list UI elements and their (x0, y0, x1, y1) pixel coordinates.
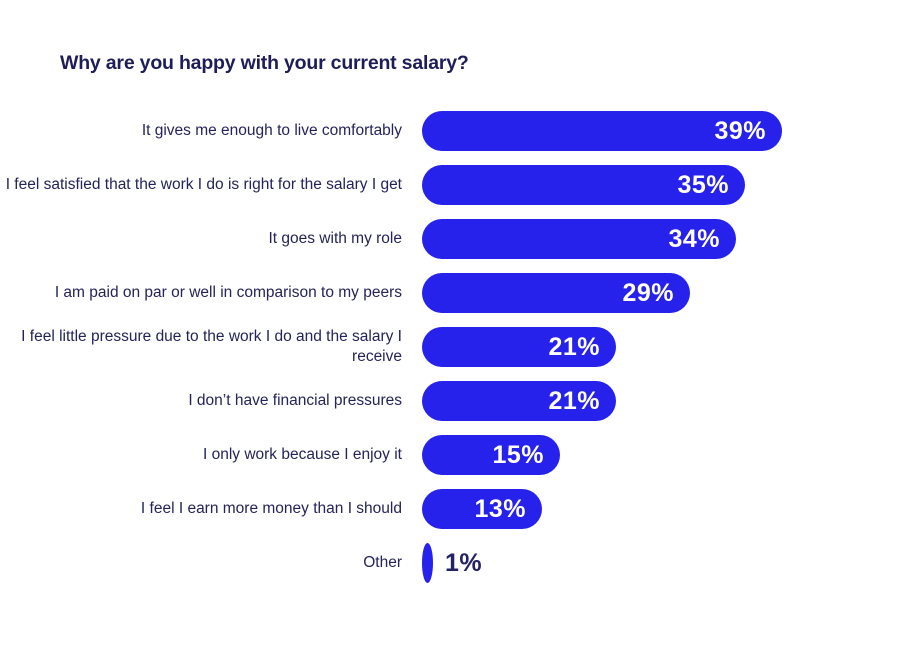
value-label: 13% (474, 494, 526, 523)
category-label: I feel little pressure due to the work I… (21, 327, 402, 365)
bar: 39% (422, 111, 782, 151)
chart-row: I feel satisfied that the work I do is r… (0, 165, 919, 205)
bar-area: 1% 1% (422, 543, 482, 583)
category-label: Other (363, 553, 402, 571)
chart-row: I feel I earn more money than I should 1… (0, 489, 919, 529)
category-label: I only work because I enjoy it (202, 445, 402, 463)
value-label: 15% (492, 440, 544, 469)
category-label: I don’t have financial pressures (188, 391, 402, 409)
value-label: 21% (548, 332, 600, 361)
bar: 34% (422, 219, 736, 259)
value-label: 39% (714, 116, 766, 145)
chart-row: It goes with my role 34% 34% (0, 219, 919, 259)
bar-area: 13% 13% (422, 489, 542, 529)
bar-area: 29% 29% (422, 273, 690, 313)
chart-row: I feel little pressure due to the work I… (0, 327, 919, 367)
value-label: 29% (622, 278, 674, 307)
bar-chart: It gives me enough to live comfortably 3… (0, 111, 919, 583)
category-label: I am paid on par or well in comparison t… (54, 283, 402, 301)
chart-row: It gives me enough to live comfortably 3… (0, 111, 919, 151)
chart-row: I am paid on par or well in comparison t… (0, 273, 919, 313)
bar-area: 35% 35% (422, 165, 745, 205)
bar: 21% (422, 327, 616, 367)
bar: 13% (422, 489, 542, 529)
bar: 35% (422, 165, 745, 205)
category-label: It gives me enough to live comfortably (141, 121, 402, 139)
category-label: I feel satisfied that the work I do is r… (5, 175, 402, 193)
bar-area: 39% 39% (422, 111, 782, 151)
bar-area: 21% 21% (422, 381, 616, 421)
bar-area: 21% 21% (422, 327, 616, 367)
value-label: 34% (668, 224, 720, 253)
chart-row: Other 1% 1% (0, 543, 919, 583)
bar-area: 34% 34% (422, 219, 736, 259)
value-label: 35% (677, 170, 729, 199)
chart-row: I only work because I enjoy it 15% 15% (0, 435, 919, 475)
value-label: 21% (548, 386, 600, 415)
bar: 1% (422, 543, 433, 583)
chart-row: I don’t have financial pressures 21% 21% (0, 381, 919, 421)
bar: 15% (422, 435, 560, 475)
bar-area: 15% 15% (422, 435, 560, 475)
chart-title: Why are you happy with your current sala… (60, 52, 469, 74)
category-label: I feel I earn more money than I should (140, 499, 402, 517)
category-label: It goes with my role (268, 229, 402, 247)
value-label-outside: 1% (445, 548, 483, 577)
bar: 21% (422, 381, 616, 421)
bar: 29% (422, 273, 690, 313)
